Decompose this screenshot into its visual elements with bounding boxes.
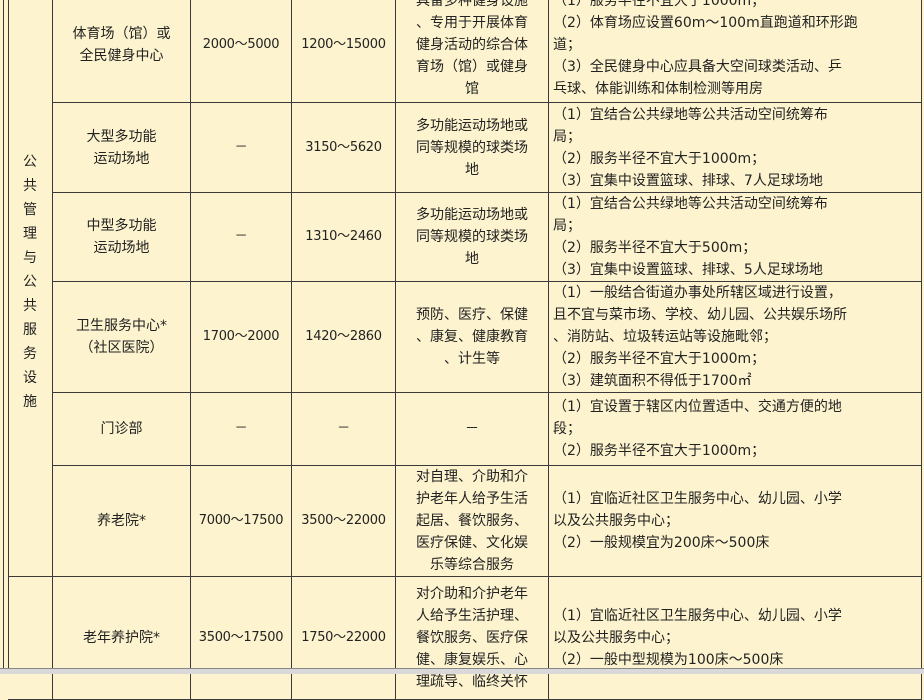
service-content: 多功能运动场地或 同等规模的球类场 地 — [396, 193, 549, 282]
setup-requirements: （1）宜结合公共绿地等公共活动空间统筹布 局； （2）服务半径不宜大于500m；… — [549, 193, 922, 282]
facility-name: 养老院* — [53, 466, 191, 577]
facility-name: 体育场（馆）或 全民健身中心 — [53, 0, 191, 103]
building-area: 1700～2000 — [191, 282, 292, 393]
setup-requirements: （1）宜临近社区卫生服务中心、幼儿园、小学 以及公共服务中心； （2）一般中型规… — [549, 577, 922, 700]
building-area: 3500～17500 — [191, 577, 292, 700]
land-area: 3500～22000 — [292, 466, 396, 577]
facility-name: 门诊部 — [53, 393, 191, 466]
service-content: 预防、医疗、保健 、康复、健康教育 、计生等 — [396, 282, 549, 393]
service-content: 对自理、介助和介 护老年人给予生活 起居、餐饮服务、 医疗保健、文化娱 乐等综合… — [396, 466, 549, 577]
land-area: 1310～2460 — [292, 193, 396, 282]
land-area: 3150～5620 — [292, 103, 396, 193]
land-area: － — [292, 393, 396, 466]
setup-requirements: （1）服务半径不宜大于1000m； （2）体育场应设置60m～100m直跑道和环… — [549, 0, 922, 103]
setup-requirements: （1）一般结合街道办事处所辖区域进行设置， 且不宜与菜市场、学校、幼儿园、公共娱… — [549, 282, 922, 393]
table-outer-border — [3, 0, 9, 668]
service-content: 对介助和介护老年 人给予生活护理、 餐饮服务、医疗保 健、康复娱乐、心 理疏导、… — [396, 577, 549, 700]
land-area: 1200～15000 — [292, 0, 396, 103]
facility-name: 老年养护院* — [53, 577, 191, 700]
building-area: 2000～5000 — [191, 0, 292, 103]
service-content: 具备多种健身设施 、专用于开展体育 健身活动的综合体 育场（馆）或健身 馆 — [396, 0, 549, 103]
setup-requirements: （1）宜结合公共绿地等公共活动空间统筹布 局； （2）服务半径不宜大于1000m… — [549, 103, 922, 193]
setup-requirements: （1）宜设置于辖区内位置适中、交通方便的地 段； （2）服务半径不宜大于1000… — [549, 393, 922, 466]
setup-requirements: （1）宜临近社区卫生服务中心、幼儿园、小学 以及公共服务中心； （2）一般规模宜… — [549, 466, 922, 577]
category-cell — [8, 577, 53, 700]
window-bottom-edge — [0, 668, 924, 674]
facility-name: 中型多功能 运动场地 — [53, 193, 191, 282]
service-content: 多功能运动场地或 同等规模的球类场 地 — [396, 103, 549, 193]
facility-name: 卫生服务中心* （社区医院） — [53, 282, 191, 393]
category-cell: 公 共 管 理 与 公 共 服 务 设 施 — [8, 0, 53, 577]
building-area: － — [191, 193, 292, 282]
building-area: － — [191, 393, 292, 466]
land-area: 1750～22000 — [292, 577, 396, 700]
building-area: － — [191, 103, 292, 193]
service-content: － — [396, 393, 549, 466]
land-area: 1420～2860 — [292, 282, 396, 393]
building-area: 7000～17500 — [191, 466, 292, 577]
facility-name: 大型多功能 运动场地 — [53, 103, 191, 193]
